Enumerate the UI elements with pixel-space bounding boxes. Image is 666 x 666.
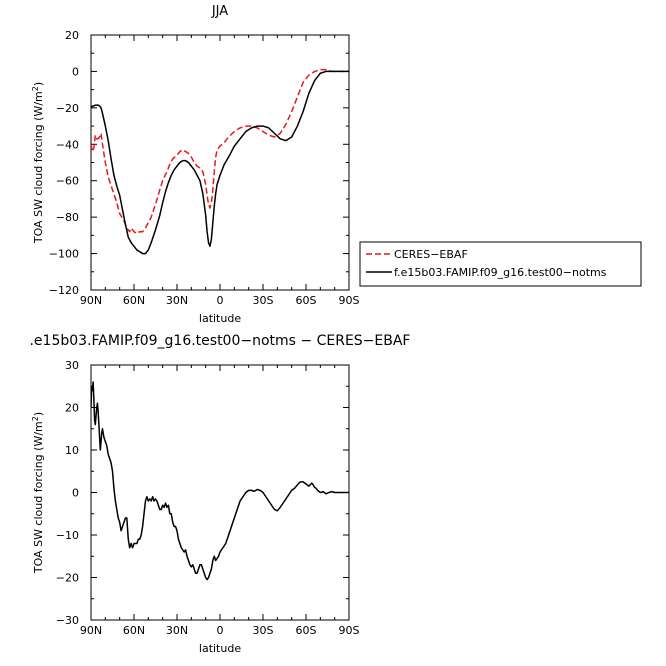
legend: CERES−EBAF f.e15b03.FAMIP.f09_g16.test00−… [359, 241, 642, 287]
x-tick-label: 30N [166, 294, 188, 307]
x-axis-label: latitude [199, 642, 241, 655]
x-tick-label: 30S [253, 624, 274, 637]
x-tick-label: 90N [80, 294, 102, 307]
chart-title: .e15b03.FAMIP.f09_g16.test00−notms − CER… [29, 333, 410, 349]
y-tick-label: 10 [65, 444, 79, 457]
x-tick-label: 0 [217, 624, 224, 637]
series-line-1 [91, 70, 349, 255]
x-tick-label: 90S [339, 624, 360, 637]
panel-bottom: 90N 60N 30N 0 30S 60S 90S −30 −20 −10 0 10 20 30 .e15b… [29, 333, 410, 655]
plot-frame [90, 364, 350, 621]
series-line-0 [91, 68, 349, 235]
x-tick-label: 30S [253, 294, 274, 307]
x-tick-label: 90N [80, 624, 102, 637]
y-tick-label: 20 [65, 402, 79, 415]
chart-title: JJA [211, 4, 228, 19]
plot-frame [90, 34, 350, 291]
y-tick-label: −40 [56, 138, 79, 151]
y-axis-label: TOA SW cloud forcing (W/m2) [31, 82, 45, 244]
x-axis-label: latitude [199, 312, 241, 325]
y-tick-label: −80 [56, 211, 79, 224]
x-tick-label: 60S [296, 294, 317, 307]
y-tick-label: 0 [72, 65, 79, 78]
series-line-0 [91, 381, 349, 581]
legend-label: f.e15b03.FAMIP.f09_g16.test00−notms [394, 266, 607, 279]
legend-box [359, 241, 642, 287]
panel-top: 90N 60N 30N 0 30S 60S 90S −120 −100 −80 −60 −40 −20 0… [31, 4, 642, 325]
y-tick-label: −10 [56, 529, 79, 542]
y-tick-label: −60 [56, 175, 79, 188]
y-tick-label: −30 [56, 614, 79, 627]
y-tick-label: 30 [65, 359, 79, 372]
x-tick-label: 0 [217, 294, 224, 307]
x-tick-label: 30N [166, 624, 188, 637]
x-tick-label: 60N [123, 294, 145, 307]
y-tick-label: 0 [72, 487, 79, 500]
y-tick-label: −20 [56, 572, 79, 585]
y-tick-label: −120 [49, 284, 79, 297]
x-tick-label: 60N [123, 624, 145, 637]
y-tick-label: −100 [49, 248, 79, 261]
x-tick-label: 60S [296, 624, 317, 637]
x-tick-label: 90S [339, 294, 360, 307]
y-tick-label: 20 [65, 29, 79, 42]
legend-label: CERES−EBAF [394, 248, 468, 261]
y-tick-label: −20 [56, 102, 79, 115]
y-axis-label: TOA SW cloud forcing (W/m2) [31, 412, 45, 574]
